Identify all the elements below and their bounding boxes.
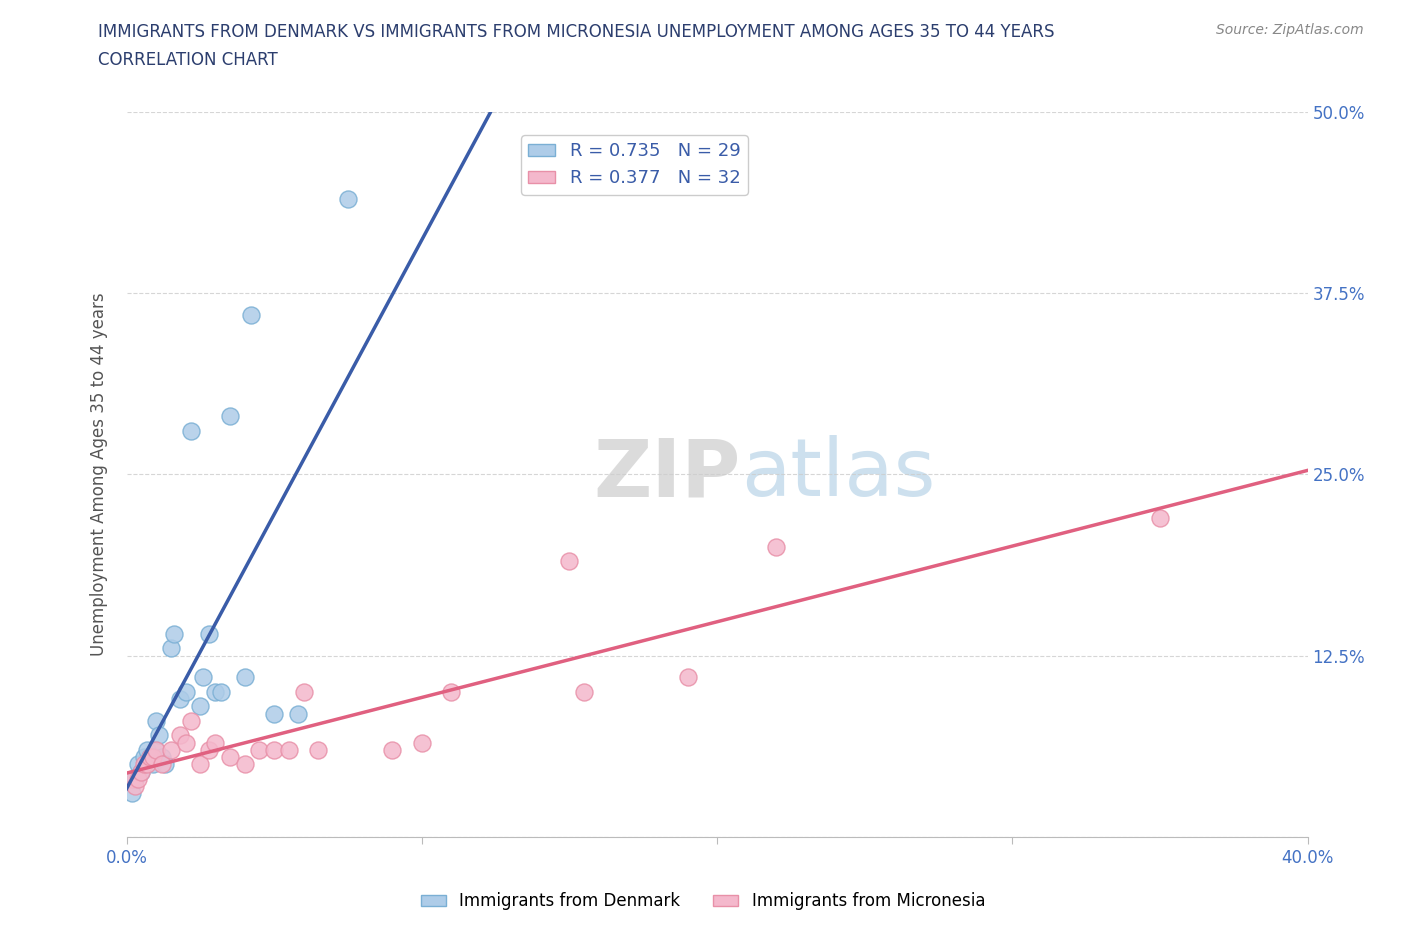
- Point: [219, 409, 242, 424]
- Text: Source: ZipAtlas.com: Source: ZipAtlas.com: [1216, 23, 1364, 37]
- Point: [145, 742, 167, 757]
- Point: [150, 757, 173, 772]
- Point: [127, 772, 149, 787]
- Y-axis label: Unemployment Among Ages 35 to 44 years: Unemployment Among Ages 35 to 44 years: [90, 293, 108, 656]
- Point: [193, 670, 215, 684]
- Point: [129, 764, 153, 779]
- Point: [139, 750, 162, 764]
- Point: [124, 778, 146, 793]
- Point: [136, 742, 159, 757]
- Text: IMMIGRANTS FROM DENMARK VS IMMIGRANTS FROM MICRONESIA UNEMPLOYMENT AMONG AGES 35: IMMIGRANTS FROM DENMARK VS IMMIGRANTS FR…: [98, 23, 1054, 41]
- Point: [160, 641, 183, 656]
- Point: [188, 757, 212, 772]
- Point: [139, 750, 162, 764]
- Point: [239, 307, 262, 322]
- Point: [233, 757, 256, 772]
- Point: [209, 684, 232, 699]
- Point: [127, 757, 149, 772]
- Point: [676, 670, 699, 684]
- Point: [145, 713, 167, 728]
- Point: [337, 192, 360, 206]
- Point: [219, 750, 242, 764]
- Text: ZIP: ZIP: [593, 435, 741, 513]
- Point: [263, 706, 285, 721]
- Point: [150, 750, 173, 764]
- Point: [287, 706, 309, 721]
- Point: [558, 554, 581, 569]
- Point: [198, 742, 221, 757]
- Point: [198, 627, 221, 642]
- Point: [204, 736, 226, 751]
- Point: [292, 684, 315, 699]
- Point: [381, 742, 404, 757]
- Point: [263, 742, 285, 757]
- Point: [134, 750, 156, 764]
- Point: [174, 684, 197, 699]
- Point: [204, 684, 226, 699]
- Point: [145, 742, 167, 757]
- Point: [180, 713, 202, 728]
- Point: [124, 772, 146, 787]
- Text: CORRELATION CHART: CORRELATION CHART: [98, 51, 278, 69]
- Point: [180, 423, 202, 438]
- Point: [134, 757, 156, 772]
- Point: [169, 692, 191, 707]
- Legend: R = 0.735   N = 29, R = 0.377   N = 32: R = 0.735 N = 29, R = 0.377 N = 32: [522, 135, 748, 194]
- Point: [249, 742, 271, 757]
- Point: [308, 742, 330, 757]
- Point: [121, 786, 143, 801]
- Point: [136, 757, 159, 772]
- Point: [411, 736, 433, 751]
- Legend: Immigrants from Denmark, Immigrants from Micronesia: Immigrants from Denmark, Immigrants from…: [413, 885, 993, 917]
- Point: [574, 684, 596, 699]
- Point: [1149, 511, 1171, 525]
- Point: [278, 742, 301, 757]
- Point: [148, 728, 170, 743]
- Point: [163, 627, 186, 642]
- Point: [765, 539, 787, 554]
- Point: [169, 728, 191, 743]
- Point: [160, 742, 183, 757]
- Point: [142, 750, 165, 764]
- Point: [121, 772, 143, 787]
- Point: [174, 736, 197, 751]
- Text: atlas: atlas: [741, 435, 935, 513]
- Point: [440, 684, 463, 699]
- Point: [233, 670, 256, 684]
- Point: [129, 764, 153, 779]
- Point: [142, 757, 165, 772]
- Point: [188, 699, 212, 714]
- Point: [153, 757, 176, 772]
